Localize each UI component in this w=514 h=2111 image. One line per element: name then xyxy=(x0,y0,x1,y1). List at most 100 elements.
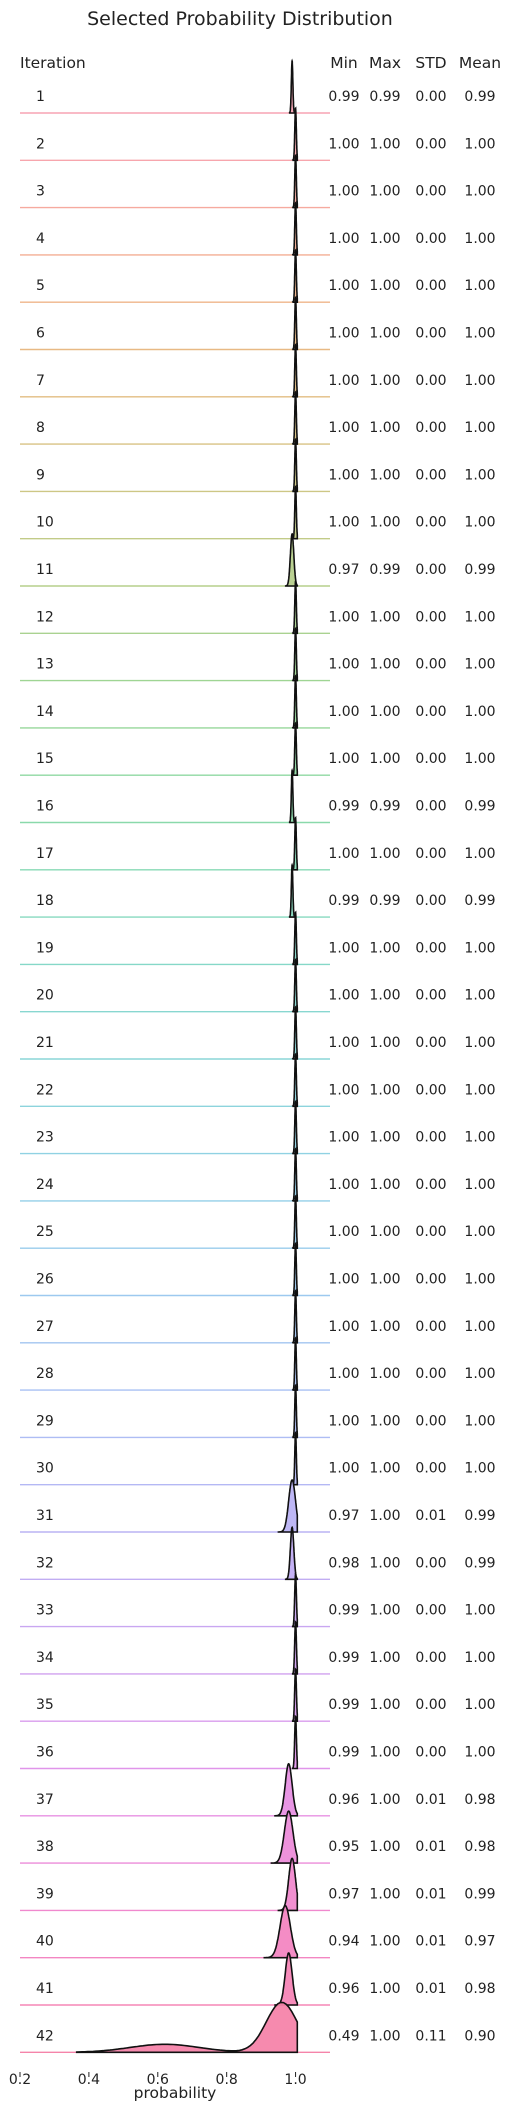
iteration-label: 3 xyxy=(36,184,45,200)
density-curve xyxy=(291,153,299,209)
stat-mean: 0.99 xyxy=(464,89,495,105)
stat-max: 1.00 xyxy=(369,846,400,862)
stat-std: 0.00 xyxy=(415,751,446,767)
stat-max: 1.00 xyxy=(369,184,400,200)
density-curve xyxy=(274,1952,299,2006)
ridge-row: 22 1.00 1.00 0.00 1.00 xyxy=(20,1052,496,1108)
iteration-label: 8 xyxy=(36,420,45,436)
stat-min: 1.00 xyxy=(328,1319,359,1335)
stat-std: 0.00 xyxy=(415,609,446,625)
stat-max: 1.00 xyxy=(369,1650,400,1666)
iteration-label: 35 xyxy=(36,1697,54,1713)
min-header: Min xyxy=(330,54,358,72)
iteration-label: 13 xyxy=(36,657,54,673)
density-curve xyxy=(291,910,299,966)
ridge-row: 36 0.99 1.00 0.00 1.00 xyxy=(20,1714,496,1770)
stat-mean: 1.00 xyxy=(464,231,495,247)
ridge-row: 21 1.00 1.00 0.00 1.00 xyxy=(20,1005,496,1060)
stat-std: 0.00 xyxy=(415,1130,446,1146)
density-curve xyxy=(288,862,296,918)
density-curve xyxy=(291,1146,299,1202)
ridge-row: 31 0.97 1.00 0.01 0.99 xyxy=(20,1479,496,1533)
iteration-label: 37 xyxy=(36,1792,54,1808)
stat-min: 0.99 xyxy=(328,799,359,815)
stat-std: 0.00 xyxy=(415,1650,446,1666)
stat-min: 0.99 xyxy=(328,89,359,105)
density-curve xyxy=(274,1762,299,1817)
stat-std: 0.01 xyxy=(415,1508,446,1524)
stat-mean: 1.00 xyxy=(464,1082,495,1098)
stat-std: 0.00 xyxy=(415,1461,446,1477)
stat-mean: 0.90 xyxy=(464,2028,495,2044)
iteration-label: 10 xyxy=(36,515,54,531)
stat-std: 0.00 xyxy=(415,184,446,200)
iteration-label: 4 xyxy=(36,231,45,247)
stat-std: 0.00 xyxy=(415,1224,446,1240)
stat-std: 0.00 xyxy=(415,278,446,294)
stat-min: 1.00 xyxy=(328,657,359,673)
stat-min: 1.00 xyxy=(328,231,359,247)
ridge-row: 23 1.00 1.00 0.00 1.00 xyxy=(20,1099,496,1155)
iteration-label: 15 xyxy=(36,751,54,767)
density-curve xyxy=(288,58,296,114)
stat-max: 1.00 xyxy=(369,1934,400,1950)
iteration-label: 1 xyxy=(36,89,45,105)
stat-max: 1.00 xyxy=(369,326,400,342)
density-curve xyxy=(291,1383,299,1439)
density-curve xyxy=(277,1479,299,1533)
iteration-label: 20 xyxy=(36,988,54,1004)
stat-std: 0.00 xyxy=(415,1319,446,1335)
stat-mean: 1.00 xyxy=(464,515,495,531)
stat-min: 0.99 xyxy=(328,1603,359,1619)
stat-min: 1.00 xyxy=(328,278,359,294)
max-header: Max xyxy=(369,54,401,72)
density-curve xyxy=(284,1526,299,1581)
stat-std: 0.00 xyxy=(415,1082,446,1098)
density-curve xyxy=(291,1667,299,1722)
iteration-label: 41 xyxy=(36,1981,54,1997)
ridge-row: 30 1.00 1.00 0.00 1.00 xyxy=(20,1430,496,1486)
density-curve xyxy=(291,957,299,1013)
ridge-row: 10 1.00 1.00 0.00 1.00 xyxy=(20,484,496,540)
iteration-label: 39 xyxy=(36,1886,54,1902)
ridge-row: 24 1.00 1.00 0.00 1.00 xyxy=(20,1146,496,1202)
iteration-label: 32 xyxy=(36,1555,54,1571)
stat-std: 0.00 xyxy=(415,846,446,862)
stat-min: 0.99 xyxy=(328,1697,359,1713)
stat-max: 1.00 xyxy=(369,1461,400,1477)
stat-max: 1.00 xyxy=(369,1839,400,1855)
stat-max: 1.00 xyxy=(369,1082,400,1098)
stat-mean: 1.00 xyxy=(464,1461,495,1477)
stat-min: 0.97 xyxy=(328,1886,359,1902)
ridge-row: 12 1.00 1.00 0.00 1.00 xyxy=(20,579,496,635)
iteration-label: 38 xyxy=(36,1839,54,1855)
stat-max: 1.00 xyxy=(369,1508,400,1524)
x-tick-label: 0.8 xyxy=(216,2072,238,2088)
stat-std: 0.00 xyxy=(415,231,446,247)
stat-std: 0.01 xyxy=(415,1981,446,1997)
stat-max: 1.00 xyxy=(369,373,400,389)
stat-mean: 1.00 xyxy=(464,420,495,436)
iteration-label: 12 xyxy=(36,609,54,625)
iteration-label: 17 xyxy=(36,846,54,862)
ridge-row: 40 0.94 1.00 0.01 0.97 xyxy=(20,1904,496,1959)
ridge-row: 1 0.99 0.99 0.00 0.99 xyxy=(20,58,496,114)
stat-std: 0.00 xyxy=(415,704,446,720)
stat-mean: 1.00 xyxy=(464,373,495,389)
ridge-row: 13 1.00 1.00 0.00 1.00 xyxy=(20,626,496,682)
iteration-label: 28 xyxy=(36,1366,54,1382)
iteration-label: 5 xyxy=(36,278,45,294)
stat-min: 0.96 xyxy=(328,1792,359,1808)
density-curve xyxy=(270,1810,299,1864)
stat-max: 1.00 xyxy=(369,1603,400,1619)
stat-min: 0.96 xyxy=(328,1981,359,1997)
stat-mean: 1.00 xyxy=(464,1366,495,1382)
stat-mean: 1.00 xyxy=(464,1319,495,1335)
density-curve xyxy=(291,1714,299,1770)
stat-max: 1.00 xyxy=(369,420,400,436)
iteration-label: 2 xyxy=(36,136,45,152)
stat-std: 0.00 xyxy=(415,1272,446,1288)
density-curve xyxy=(291,1336,299,1391)
density-curve xyxy=(291,1430,299,1486)
stat-std: 0.00 xyxy=(415,893,446,909)
